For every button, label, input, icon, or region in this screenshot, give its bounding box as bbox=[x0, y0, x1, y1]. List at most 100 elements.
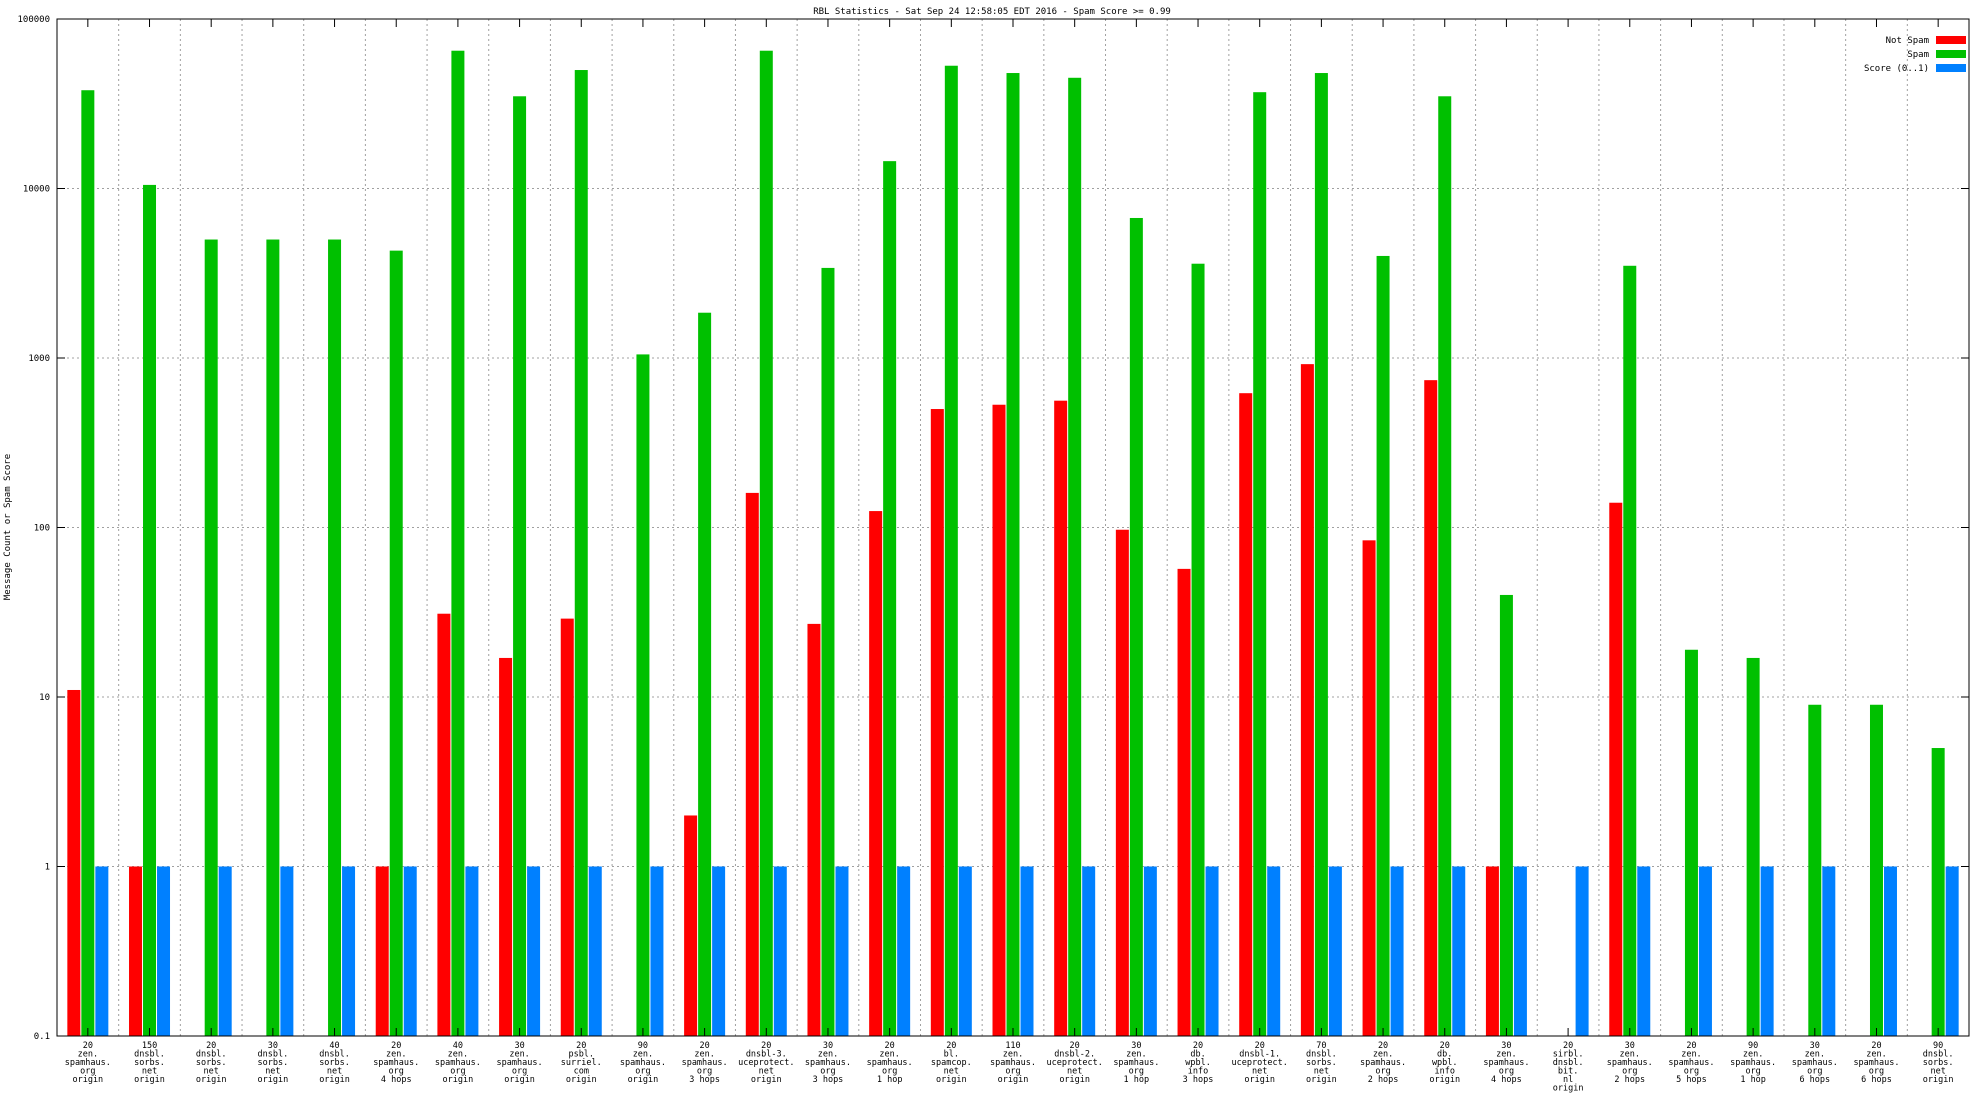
x-tick-label-line: zen. bbox=[1373, 1050, 1393, 1060]
bar-score-0-1 bbox=[1452, 866, 1466, 1036]
bar-score-0-1 bbox=[1390, 866, 1404, 1036]
x-tick-label: 20 zen. spamhaus. org 2 hops bbox=[1360, 1041, 1406, 1085]
x-tick-label-line: spamhaus. bbox=[867, 1058, 913, 1068]
bar-not-spam bbox=[1300, 364, 1314, 1037]
x-tick-label-line: uceprotect. bbox=[738, 1058, 794, 1068]
bar-not-spam bbox=[375, 866, 389, 1036]
y-tick-label: 10000 bbox=[23, 185, 50, 195]
x-tick-label-line: dnsbl. bbox=[134, 1050, 165, 1060]
x-tick-label-line: origin bbox=[1306, 1075, 1337, 1085]
y-tick-label: 10 bbox=[39, 693, 50, 703]
bar-spam bbox=[513, 96, 527, 1037]
x-tick-label-line: org bbox=[1807, 1067, 1822, 1077]
x-tick-label-line: org bbox=[820, 1067, 835, 1077]
x-tick-label: 20 db. wpbl. info 3 hops bbox=[1183, 1041, 1214, 1085]
legend-label: Score (0..1) bbox=[1864, 64, 1929, 74]
x-tick-label-line: net bbox=[1252, 1067, 1267, 1077]
bar-spam bbox=[1376, 255, 1390, 1037]
x-tick-label-line: 1 hop bbox=[877, 1075, 903, 1085]
x-tick-label-line: dnsbl. bbox=[258, 1050, 289, 1060]
y-tick-label: 100000 bbox=[17, 15, 50, 25]
x-tick-label-line: 20 bbox=[885, 1041, 895, 1051]
x-tick-label: 30 zen. spamhaus. org 4 hops bbox=[1483, 1041, 1529, 1085]
x-tick-label-line: spamhaus. bbox=[805, 1058, 851, 1068]
x-tick-label-line: 20 bbox=[1686, 1041, 1696, 1051]
x-tick-label-line: org bbox=[389, 1067, 404, 1077]
x-tick-label-line: info bbox=[1188, 1067, 1208, 1077]
y-tick-label: 1 bbox=[45, 863, 50, 873]
x-tick-label-line: 20 bbox=[83, 1041, 93, 1051]
bar-score-0-1 bbox=[157, 866, 171, 1036]
x-tick-label-line: 30 bbox=[1810, 1041, 1820, 1051]
x-tick-label: 30 zen. spamhaus. org 6 hops bbox=[1792, 1041, 1838, 1085]
bar-not-spam bbox=[684, 815, 698, 1036]
x-tick-label-line: sorbs. bbox=[134, 1058, 165, 1068]
bar-score-0-1 bbox=[958, 866, 972, 1036]
bar-spam bbox=[1684, 649, 1698, 1036]
x-tick-label: 20 zen. spamhaus. org 4 hops bbox=[373, 1041, 419, 1085]
bar-spam bbox=[1931, 748, 1945, 1036]
x-tick-label: 30 zen. spamhaus. org 1 hop bbox=[1113, 1041, 1159, 1085]
x-tick-label-line: net bbox=[944, 1067, 959, 1077]
x-tick-label-line: uceprotect. bbox=[1047, 1058, 1103, 1068]
bar-score-0-1 bbox=[95, 866, 109, 1036]
bar-spam bbox=[1746, 657, 1760, 1036]
legend: Not Spam Spam Score (0..1) bbox=[1864, 36, 1966, 74]
bar-not-spam bbox=[67, 689, 81, 1036]
x-tick-label-line: 20 bbox=[1871, 1041, 1881, 1051]
x-tick-label-line: org bbox=[882, 1067, 897, 1077]
x-tick-label-line: zen. bbox=[78, 1050, 98, 1060]
bar-not-spam bbox=[930, 409, 944, 1036]
x-tick-label-line: spamhaus. bbox=[620, 1058, 666, 1068]
bar-not-spam bbox=[1054, 400, 1068, 1036]
bar-score-0-1 bbox=[1513, 866, 1527, 1036]
x-tick-label-line: origin bbox=[504, 1075, 535, 1085]
x-tick-label-line: org bbox=[1129, 1067, 1144, 1077]
x-tick-label: 30 zen. spamhaus. org 2 hops bbox=[1607, 1041, 1653, 1085]
x-tick-label-line: zen. bbox=[1496, 1050, 1516, 1060]
x-tick-label-line: zen. bbox=[386, 1050, 406, 1060]
x-tick-label: 110 zen. spamhaus. org origin bbox=[990, 1041, 1036, 1085]
bar-spam bbox=[883, 161, 897, 1036]
x-tick-label-line: 4 hops bbox=[381, 1075, 412, 1085]
x-tick-label-line: spamhaus. bbox=[1113, 1058, 1159, 1068]
x-tick-label-line: dnsbl. bbox=[196, 1050, 227, 1060]
bar-spam bbox=[636, 354, 650, 1036]
x-tick-label: 20 psbl. surriel. com origin bbox=[561, 1041, 602, 1085]
x-tick-label-line: sirbl. bbox=[1553, 1050, 1584, 1060]
x-tick-label: 20 zen. spamhaus. org origin bbox=[65, 1041, 111, 1085]
x-tick-label-line: zen. bbox=[694, 1050, 714, 1060]
bar-spam bbox=[574, 70, 588, 1036]
x-tick-label-line: 20 bbox=[206, 1041, 216, 1051]
x-tick-label-line: spamhaus. bbox=[1853, 1058, 1899, 1068]
x-tick-label-line: 6 hops bbox=[1799, 1075, 1830, 1085]
x-tick-label-line: spamhaus. bbox=[497, 1058, 543, 1068]
bar-spam bbox=[1623, 265, 1637, 1036]
bar-score-0-1 bbox=[527, 866, 541, 1036]
x-tick-label-line: 20 bbox=[576, 1041, 586, 1051]
x-tick-label-line: zen. bbox=[1620, 1050, 1640, 1060]
bar-score-0-1 bbox=[342, 866, 356, 1036]
bar-spam bbox=[1129, 217, 1143, 1036]
bar-not-spam bbox=[1424, 380, 1438, 1036]
x-tick-label-line: origin bbox=[443, 1075, 474, 1085]
bar-not-spam bbox=[437, 613, 451, 1036]
x-tick-label-line: zen. bbox=[1681, 1050, 1701, 1060]
bar-not-spam bbox=[1609, 502, 1623, 1036]
x-tick-label-line: 90 bbox=[1933, 1041, 1943, 1051]
x-tick-label-line: sorbs. bbox=[196, 1058, 227, 1068]
x-tick-label-line: 2 hops bbox=[1614, 1075, 1645, 1085]
bar-score-0-1 bbox=[1267, 866, 1281, 1036]
x-tick-label-line: dnsbl. bbox=[1923, 1050, 1954, 1060]
x-tick-label-line: 70 bbox=[1316, 1041, 1326, 1051]
x-tick-label-line: 4 hops bbox=[1491, 1075, 1522, 1085]
x-tick-label-line: origin bbox=[1923, 1075, 1954, 1085]
x-tick-label-line: 30 bbox=[268, 1041, 278, 1051]
x-tick-label: 70 dnsbl. sorbs. net origin bbox=[1306, 1041, 1337, 1085]
bar-spam bbox=[1314, 73, 1328, 1037]
x-tick-label-line: 20 bbox=[1255, 1041, 1265, 1051]
x-tick-label: 20 bl. spamcop. net origin bbox=[931, 1041, 972, 1085]
x-tick-label-line: origin bbox=[258, 1075, 289, 1085]
x-tick-label: 20 zen. spamhaus. org 3 hops bbox=[682, 1041, 728, 1085]
x-tick-label-line: 90 bbox=[1748, 1041, 1758, 1051]
